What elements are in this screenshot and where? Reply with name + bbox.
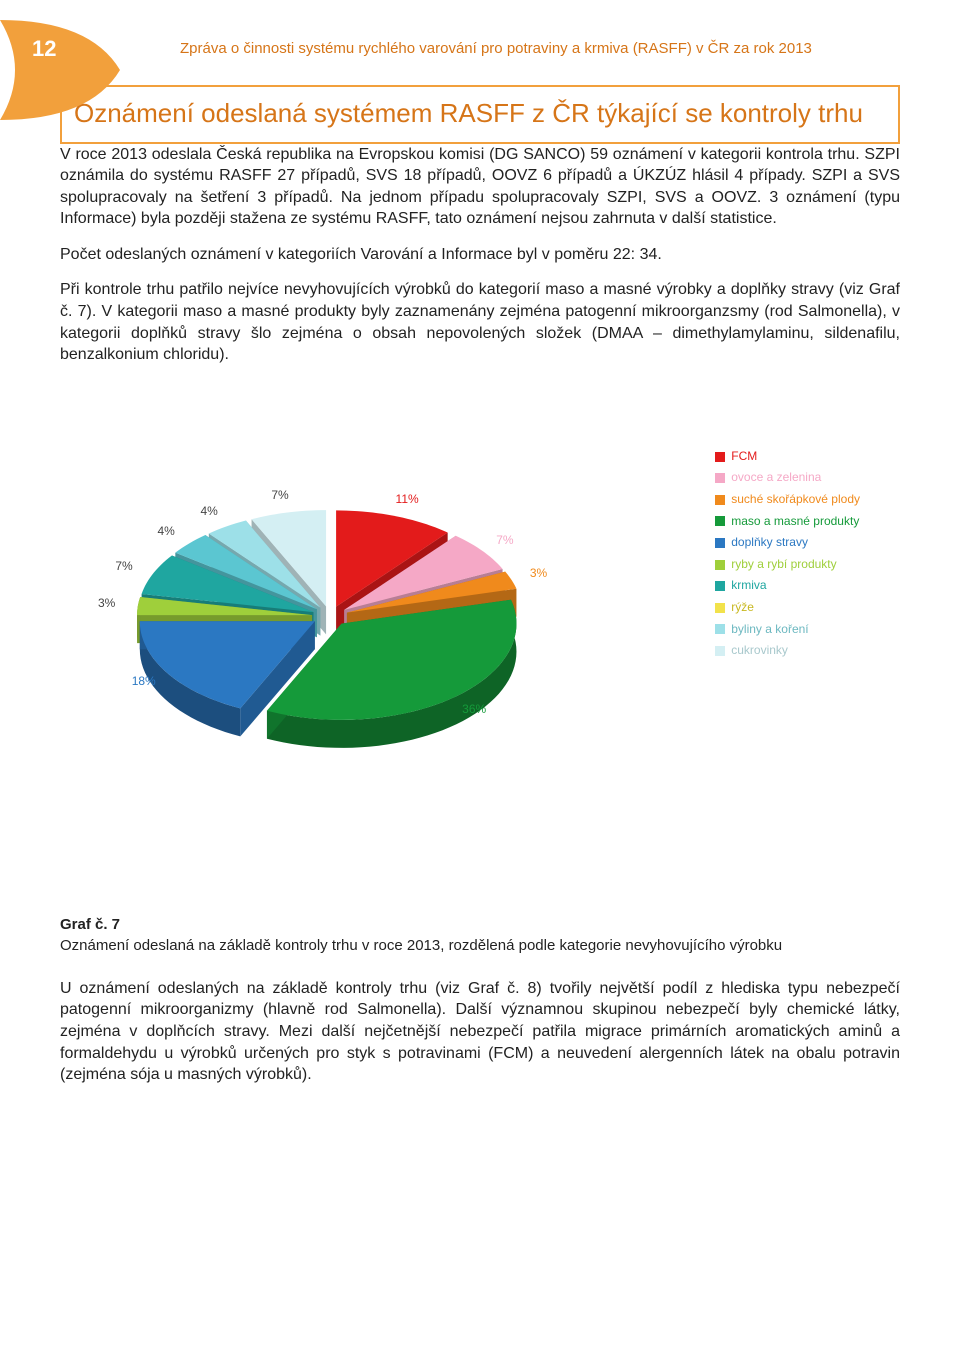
pie-pct-label: 7%: [496, 533, 513, 547]
pie-chart: 11% 7% 3% 36% 18% 3% 7% 4% 4% 7% FCMovoce a zelen…: [60, 386, 900, 886]
legend-swatch: [715, 624, 725, 634]
legend-item: ryby a rybí produkty: [715, 554, 860, 576]
legend-swatch: [715, 495, 725, 505]
chart-legend: FCMovoce a zeleninasuché skořápkové plod…: [715, 446, 860, 662]
section-title: Oznámení odeslaná systémem RASFF z ČR tý…: [74, 97, 886, 130]
chart-caption-title: Graf č. 7: [60, 916, 900, 933]
pie-pct-label: 4%: [157, 524, 174, 538]
legend-label: ryby a rybí produkty: [731, 554, 836, 576]
legend-swatch: [715, 452, 725, 462]
pie-pct-label: 7%: [271, 488, 288, 502]
page-number: 12: [32, 36, 56, 62]
legend-item: FCM: [715, 446, 860, 468]
legend-swatch: [715, 581, 725, 591]
legend-item: suché skořápkové plody: [715, 489, 860, 511]
body-paragraph-1: V roce 2013 odeslala Česká republika na …: [60, 144, 900, 230]
legend-label: FCM: [731, 446, 757, 468]
chart-caption-sub: Oznámení odeslaná na základě kontroly tr…: [60, 937, 900, 954]
legend-swatch: [715, 603, 725, 613]
legend-label: ovoce a zelenina: [731, 467, 821, 489]
legend-label: krmiva: [731, 575, 766, 597]
section-title-box: Oznámení odeslaná systémem RASFF z ČR tý…: [60, 85, 900, 144]
legend-swatch: [715, 560, 725, 570]
pie-pct-label: 3%: [530, 566, 547, 580]
legend-swatch: [715, 473, 725, 483]
pie-pct-label: 36%: [462, 702, 486, 716]
legend-label: maso a masné produkty: [731, 511, 859, 533]
legend-item: byliny a koření: [715, 619, 860, 641]
legend-swatch: [715, 538, 725, 548]
pie-pct-label: 18%: [132, 674, 156, 688]
legend-item: krmiva: [715, 575, 860, 597]
pie-pct-label: 7%: [115, 559, 132, 573]
legend-item: rýže: [715, 597, 860, 619]
body-paragraph-4: U oznámení odeslaných na základě kontrol…: [60, 978, 900, 1086]
legend-label: suché skořápkové plody: [731, 489, 860, 511]
legend-swatch: [715, 646, 725, 656]
legend-item: ovoce a zelenina: [715, 467, 860, 489]
body-paragraph-3: Při kontrole trhu patřilo nejvíce nevyho…: [60, 279, 900, 365]
legend-label: cukrovinky: [731, 640, 788, 662]
legend-label: doplňky stravy: [731, 532, 808, 554]
pie-pct-label: 3%: [98, 596, 115, 610]
legend-label: byliny a koření: [731, 619, 808, 641]
legend-item: maso a masné produkty: [715, 511, 860, 533]
body-paragraph-2: Počet odeslaných oznámení v kategoriích …: [60, 244, 900, 266]
pie-pct-label: 4%: [201, 504, 218, 518]
running-header: Zpráva o činnosti systému rychlého varov…: [180, 40, 900, 57]
legend-item: cukrovinky: [715, 640, 860, 662]
pie-pct-label: 11%: [396, 492, 419, 506]
legend-swatch: [715, 516, 725, 526]
legend-label: rýže: [731, 597, 754, 619]
legend-item: doplňky stravy: [715, 532, 860, 554]
